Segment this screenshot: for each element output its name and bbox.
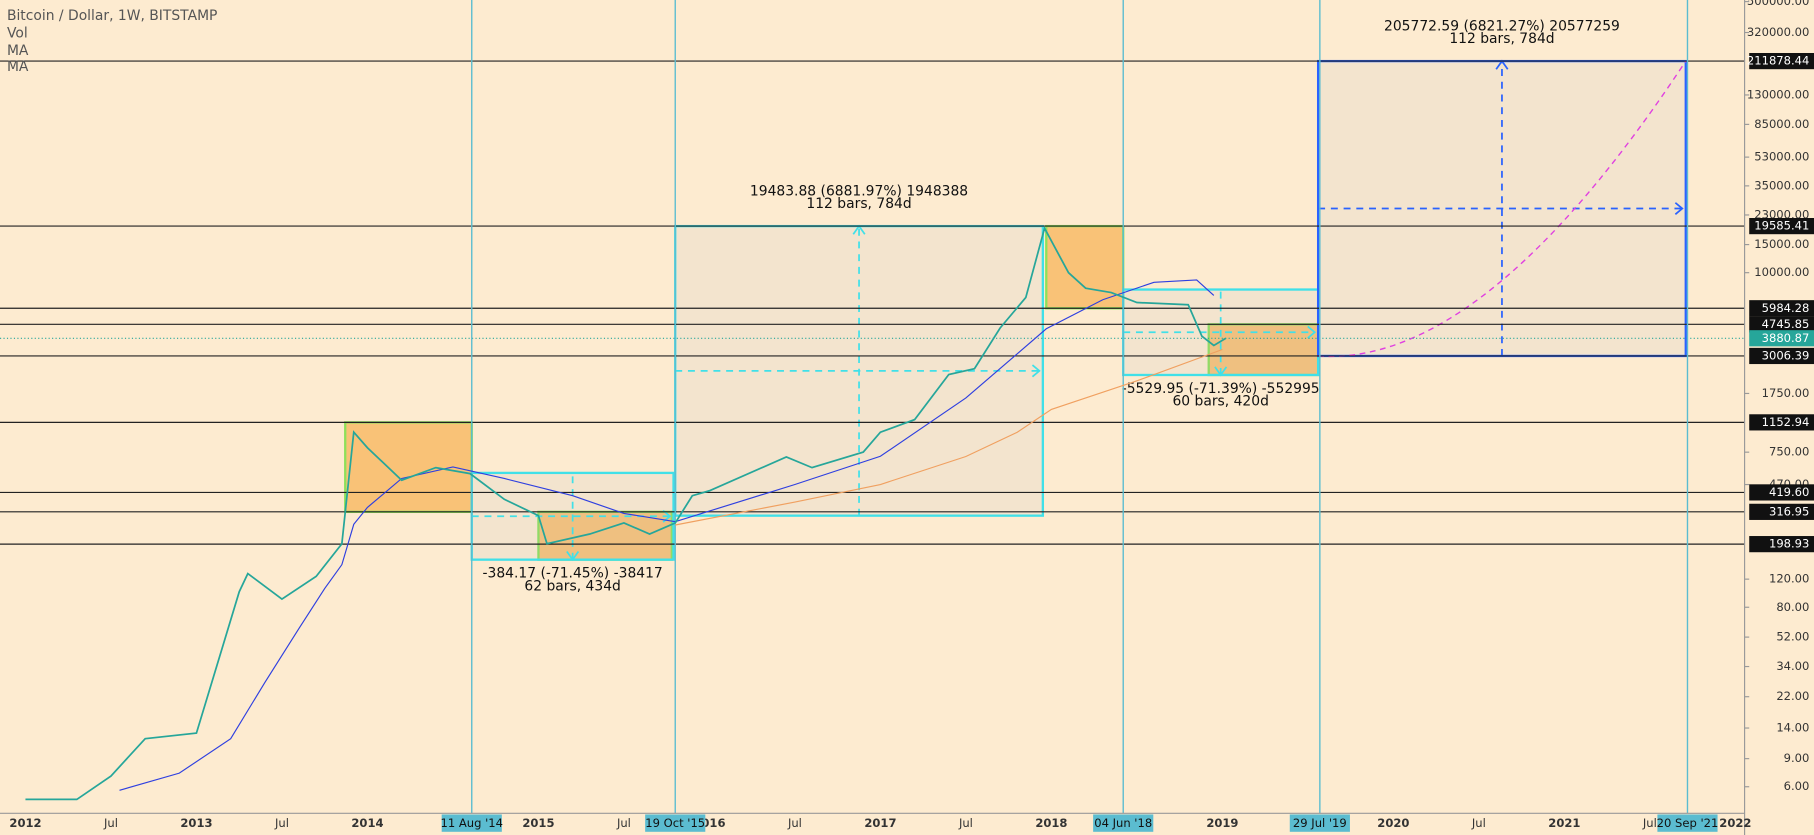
price-tick-label: 23000.00: [1754, 207, 1809, 221]
price-tick-label: 22.00: [1776, 689, 1809, 703]
time-tick-label: 2018: [1035, 816, 1067, 830]
date-badge-label: 29 Jul '19: [1293, 816, 1347, 830]
price-badge-label: 3880.87: [1762, 331, 1810, 345]
price-badge: [1749, 536, 1814, 553]
measure-label: 205772.59 (6821.27%) 20577259: [1384, 18, 1620, 34]
indicator-label: MA: [7, 43, 29, 59]
time-tick-label: 2022: [1719, 816, 1751, 830]
price-tick-label: 1750.00: [1762, 386, 1810, 400]
price-tick-label: 15000.00: [1754, 237, 1809, 251]
date-badge-label: 04 Jun '18: [1094, 816, 1152, 830]
measure-label: 112 bars, 784d: [1449, 31, 1554, 47]
time-tick-label: Jul: [1642, 816, 1657, 830]
price-tick-label: 120.00: [1769, 572, 1809, 586]
measure-label: 62 bars, 434d: [524, 578, 620, 594]
price-tick-label: 500000.00: [1747, 0, 1809, 8]
date-badge: [1657, 814, 1718, 832]
time-tick-label: 2013: [180, 816, 212, 830]
measure-label: -5529.95 (-71.39%) -552995: [1122, 381, 1320, 397]
price-badge: [1749, 414, 1814, 431]
date-badge-label: 20 Sep '21: [1657, 816, 1719, 830]
measure-label: 112 bars, 784d: [806, 196, 911, 212]
measure-label: 60 bars, 420d: [1172, 394, 1268, 410]
date-badge: [1093, 814, 1154, 832]
arrow-head: [1214, 366, 1228, 377]
price-tick-label: 34.00: [1776, 659, 1809, 673]
price-badge-label: 5984.28: [1762, 301, 1810, 315]
time-tick-label: Jul: [958, 816, 973, 830]
measure-label: -384.17 (-71.45%) -38417: [483, 566, 663, 582]
price-tick-label: 14.00: [1776, 721, 1809, 735]
price-tick-label: 750.00: [1769, 445, 1809, 459]
indicator-label: MA: [7, 59, 29, 75]
price-badge: [1749, 300, 1814, 317]
time-tick-label: 2015: [522, 816, 554, 830]
projection-curve: [1318, 60, 1687, 358]
time-tick-label: Jul: [787, 816, 802, 830]
price-badge: [1749, 316, 1814, 333]
indicator-label: Vol: [7, 26, 28, 42]
measure-label: 19483.88 (6881.97%) 1948388: [750, 183, 968, 199]
price-badge-label: 419.60: [1769, 485, 1809, 499]
ma-line: [119, 279, 1215, 791]
time-tick-label: 2017: [864, 816, 896, 830]
price-tick-label: 6.00: [1784, 779, 1810, 793]
arrow-head: [566, 551, 580, 562]
price-badge-label: 316.95: [1769, 504, 1809, 518]
arrow-head: [1031, 364, 1041, 378]
price-tick-label: 52.00: [1776, 630, 1809, 644]
price-badge-label: 211878.44: [1747, 54, 1809, 68]
time-tick-label: Jul: [616, 816, 631, 830]
price-badge: [1749, 218, 1814, 235]
date-badge-label: 19 Oct '15: [645, 816, 705, 830]
target-zone: [1045, 224, 1125, 310]
price-tick-label: 9.00: [1784, 751, 1810, 765]
ma-line: [675, 348, 1223, 526]
price-tick-label: 80.00: [1776, 600, 1809, 614]
time-tick-label: 2014: [351, 816, 383, 830]
price-badge: [1749, 484, 1814, 501]
time-tick-label: 2021: [1548, 816, 1580, 830]
price-tick-label: 130000.00: [1747, 87, 1809, 101]
time-tick-label: 2012: [9, 816, 41, 830]
date-badge: [1289, 814, 1350, 832]
price-badge: [1749, 503, 1814, 520]
time-tick-label: 2020: [1377, 816, 1409, 830]
time-tick-label: 2019: [1206, 816, 1238, 830]
price-badge-label: 3006.39: [1762, 348, 1810, 362]
price-tick-label: 320000.00: [1747, 25, 1809, 39]
price-badge-label: 19585.41: [1754, 219, 1809, 233]
price-line: [25, 225, 1227, 801]
price-badge: [1749, 330, 1814, 347]
arrow-head: [1674, 202, 1684, 215]
price-badge: [1749, 52, 1814, 70]
price-badge: [1749, 347, 1814, 365]
time-tick-label: Jul: [274, 816, 289, 830]
symbol-title: Bitcoin / Dollar, 1W, BITSTAMP: [7, 8, 217, 24]
price-tick-label: 53000.00: [1754, 150, 1809, 164]
date-badge: [441, 814, 502, 832]
time-tick-label: Jul: [1471, 816, 1486, 830]
price-badge-label: 1152.94: [1762, 415, 1810, 429]
time-tick-label: Jul: [103, 816, 118, 830]
arrow-head: [1307, 325, 1317, 339]
price-tick-label: 35000.00: [1754, 178, 1809, 192]
date-badge-label: 11 Aug '14: [441, 816, 503, 830]
price-tick-label: 85000.00: [1754, 117, 1809, 131]
price-tick-label: 10000.00: [1754, 265, 1809, 279]
price-badge-label: 4745.85: [1762, 317, 1810, 331]
date-badge: [645, 814, 706, 832]
price-badge-label: 198.93: [1769, 537, 1809, 551]
